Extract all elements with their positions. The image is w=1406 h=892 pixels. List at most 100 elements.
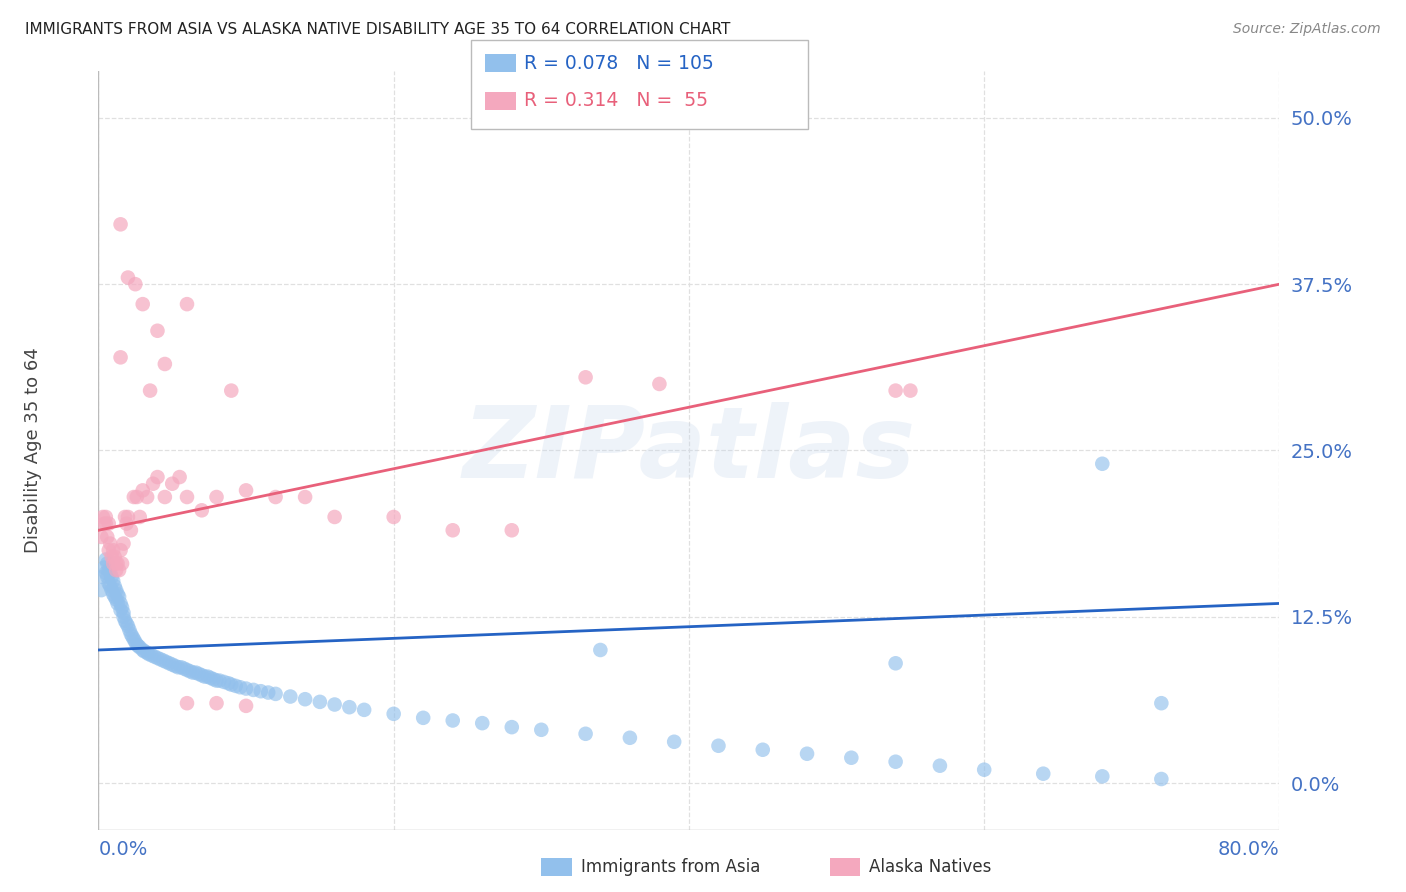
Point — [1032, 766, 1054, 780]
Point — [294, 490, 316, 504]
Point — [139, 384, 162, 398]
Point — [94, 516, 117, 531]
Point — [134, 644, 156, 658]
Point — [250, 684, 273, 698]
Point — [441, 523, 464, 537]
Point — [127, 639, 149, 653]
Point — [235, 681, 257, 696]
Point — [100, 583, 122, 598]
Point — [108, 590, 131, 604]
Point — [257, 685, 280, 699]
Point — [225, 679, 247, 693]
Point — [184, 665, 207, 680]
Point — [221, 384, 243, 398]
Point — [108, 563, 131, 577]
Point — [104, 579, 127, 593]
Point — [382, 510, 405, 524]
Point — [153, 357, 176, 371]
Point — [94, 552, 117, 566]
Point — [235, 698, 257, 713]
Point — [117, 619, 139, 633]
Point — [110, 217, 132, 231]
Point — [124, 277, 146, 292]
Text: 80.0%: 80.0% — [1218, 840, 1279, 859]
Point — [884, 384, 907, 398]
Point — [796, 747, 818, 761]
Point — [117, 510, 139, 524]
Point — [146, 651, 169, 665]
Point — [107, 587, 129, 601]
Point — [176, 663, 198, 677]
Point — [752, 743, 775, 757]
Point — [471, 716, 494, 731]
Point — [212, 674, 235, 689]
Point — [707, 739, 730, 753]
Point — [91, 570, 114, 584]
Text: IMMIGRANTS FROM ASIA VS ALASKA NATIVE DISABILITY AGE 35 TO 64 CORRELATION CHART: IMMIGRANTS FROM ASIA VS ALASKA NATIVE DI… — [25, 22, 731, 37]
Point — [141, 648, 163, 663]
Point — [153, 490, 176, 504]
Text: Alaska Natives: Alaska Natives — [869, 858, 991, 876]
Point — [128, 510, 150, 524]
Point — [91, 510, 114, 524]
Point — [132, 297, 155, 311]
Point — [412, 711, 434, 725]
Point — [589, 643, 612, 657]
Point — [194, 670, 217, 684]
Text: ZIPatlas: ZIPatlas — [463, 402, 915, 499]
Point — [165, 659, 187, 673]
Point — [191, 503, 214, 517]
Point — [187, 667, 209, 681]
Point — [205, 673, 228, 688]
Point — [501, 523, 523, 537]
Point — [208, 673, 231, 688]
Point — [105, 557, 128, 571]
Point — [121, 630, 143, 644]
Point — [648, 376, 671, 391]
Point — [162, 476, 183, 491]
Point — [181, 665, 204, 680]
Point — [205, 490, 228, 504]
Point — [97, 563, 120, 577]
Point — [575, 727, 598, 741]
Point — [162, 657, 183, 672]
Point — [98, 536, 121, 550]
Point — [125, 490, 148, 504]
Point — [264, 490, 287, 504]
Point — [94, 566, 117, 580]
Point — [103, 557, 125, 571]
Point — [110, 543, 132, 558]
Point — [929, 758, 952, 772]
Point — [169, 470, 191, 484]
Point — [339, 700, 361, 714]
Point — [111, 600, 134, 615]
Point — [176, 297, 198, 311]
Point — [105, 563, 128, 577]
Point — [136, 490, 159, 504]
Point — [105, 592, 128, 607]
Point — [142, 476, 165, 491]
Text: Disability Age 35 to 64: Disability Age 35 to 64 — [24, 348, 42, 553]
Point — [146, 470, 169, 484]
Point — [107, 596, 129, 610]
Point — [884, 755, 907, 769]
Point — [323, 698, 346, 712]
Point — [125, 638, 148, 652]
Point — [152, 654, 174, 668]
Point — [1091, 769, 1114, 783]
Point — [146, 324, 169, 338]
Point — [149, 652, 172, 666]
Point — [664, 735, 686, 749]
Point — [93, 560, 115, 574]
Point — [179, 665, 201, 679]
Point — [107, 557, 129, 571]
Point — [1150, 772, 1173, 786]
Point — [132, 643, 155, 657]
Point — [197, 670, 219, 684]
Point — [111, 557, 134, 571]
Point — [98, 579, 121, 593]
Point — [173, 662, 195, 676]
Point — [115, 516, 138, 531]
Point — [136, 646, 159, 660]
Point — [103, 574, 125, 588]
